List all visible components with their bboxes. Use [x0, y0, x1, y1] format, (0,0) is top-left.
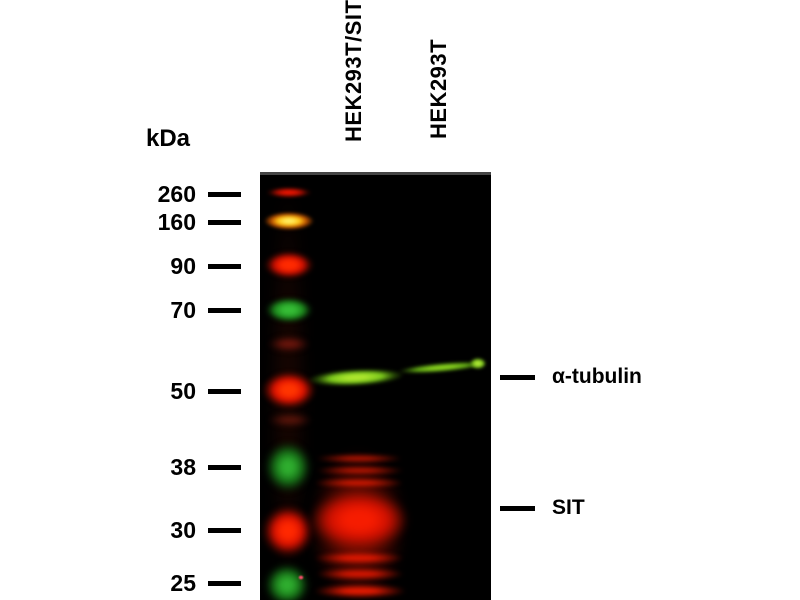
lane-label-hek293t-sit: HEK293T/SIT: [341, 0, 366, 142]
stray-speck: [298, 575, 304, 580]
mw-marker-label: 38: [170, 453, 196, 480]
mw-marker-tick: [208, 219, 241, 225]
blot-top-edge: [260, 172, 491, 175]
mw-marker-70: 70: [140, 297, 241, 323]
mw-marker-tick: [208, 191, 241, 197]
mw-marker-tick: [208, 464, 241, 470]
mw-marker-25: 25: [140, 570, 241, 596]
band-annotation-label: α-tubulin: [552, 365, 642, 388]
mw-marker-label: 160: [157, 208, 196, 235]
mw-marker-label: 260: [157, 180, 196, 207]
ladder-band-38: [264, 441, 312, 493]
mw-marker-tick: [208, 580, 241, 586]
sit-stripe-2: [316, 466, 404, 475]
sit-stripe-5: [316, 568, 404, 580]
ladder-band-260: [266, 187, 312, 198]
unit-label: kDa: [146, 125, 191, 152]
sit-stripe-3: [314, 478, 404, 488]
sit-stripe-4: [314, 552, 404, 564]
sit-stripe-6: [314, 584, 406, 598]
blot-panel: [260, 172, 491, 600]
mw-marker-tick: [208, 307, 241, 313]
mw-marker-38: 38: [140, 454, 241, 480]
band-annotation--tubulin: α-tubulin: [500, 364, 642, 390]
mw-marker-label: 50: [170, 377, 196, 404]
band-pointer-dash: [500, 374, 535, 380]
sit-stripe-1: [316, 454, 402, 463]
mw-marker-tick: [208, 388, 241, 394]
sit-core-band: [310, 490, 408, 550]
band-annotation-label: SIT: [552, 496, 585, 519]
mw-marker-90: 90: [140, 253, 241, 279]
mw-marker-label: 90: [170, 252, 196, 279]
mw-marker-tick: [208, 527, 241, 533]
ladder-band-55-faint: [268, 336, 310, 352]
ladder-band-50: [262, 371, 316, 409]
ladder-band-25: [264, 563, 310, 600]
mw-marker-50: 50: [140, 378, 241, 404]
mw-marker-label: 25: [170, 569, 196, 596]
tubulin-band-lane2-dot: [470, 358, 486, 369]
mw-marker-260: 260: [140, 181, 241, 207]
tubulin-band-lane1: [307, 366, 405, 389]
mw-marker-label: 70: [170, 296, 196, 323]
ladder-band-160: [264, 212, 314, 230]
ladder-band-48-faint: [268, 413, 312, 427]
band-pointer-dash: [500, 505, 535, 511]
ladder-band-70: [265, 297, 313, 323]
lane-label-hek293t: HEK293T: [426, 38, 451, 139]
mw-marker-tick: [208, 263, 241, 269]
mw-marker-label: 30: [170, 516, 196, 543]
band-annotation-sit: SIT: [500, 495, 585, 521]
ladder-band-30: [262, 505, 314, 557]
ladder-band-90: [264, 251, 314, 279]
mw-marker-160: 160: [140, 209, 241, 235]
mw-marker-30: 30: [140, 517, 241, 543]
